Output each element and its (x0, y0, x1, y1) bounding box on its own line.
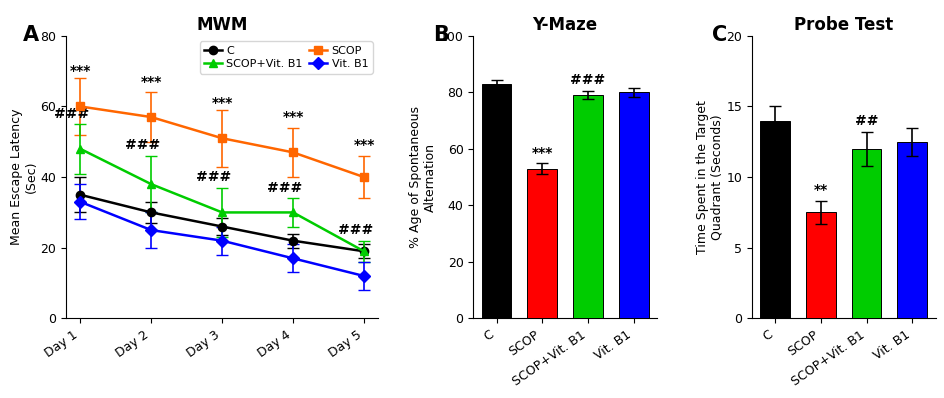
Bar (572, 95, 602, 318)
Text: ***: *** (70, 64, 91, 78)
Text: ***: *** (531, 146, 552, 160)
Bar (851, 149, 881, 318)
Title: Y-Maze: Y-Maze (532, 16, 597, 34)
Text: ###: ### (267, 181, 302, 195)
Text: **: ** (813, 183, 827, 197)
Text: ##: ## (854, 114, 877, 128)
Text: ###: ### (125, 139, 160, 152)
Text: A: A (23, 25, 39, 45)
Text: ***: *** (141, 75, 161, 89)
Bar (618, 92, 648, 318)
Bar (481, 84, 511, 318)
Title: MWM: MWM (196, 16, 247, 34)
Legend: C, SCOP+Vit. B1, SCOP, Vit. B1: C, SCOP+Vit. B1, SCOP, Vit. B1 (199, 41, 372, 74)
Text: C: C (711, 25, 726, 45)
Y-axis label: Time Spent in the Target
Quadrant (Seconds): Time Spent in the Target Quadrant (Secon… (695, 100, 723, 254)
Y-axis label: % Age of Spontaneous
Alternation: % Age of Spontaneous Alternation (409, 106, 436, 248)
Text: ###: ### (570, 73, 605, 87)
Text: ***: *** (353, 139, 375, 152)
Bar (805, 213, 834, 318)
Y-axis label: Mean Escape Latency
(Sec): Mean Escape Latency (Sec) (9, 109, 38, 245)
Bar (897, 142, 926, 318)
Bar (527, 169, 557, 318)
Bar (760, 121, 789, 318)
Text: ***: *** (282, 110, 303, 124)
Title: Probe Test: Probe Test (793, 16, 892, 34)
Text: ###: ### (195, 170, 231, 184)
Text: ***: *** (211, 96, 232, 110)
Text: ###: ### (54, 107, 90, 121)
Text: ###: ### (338, 223, 373, 237)
Text: B: B (432, 25, 448, 45)
